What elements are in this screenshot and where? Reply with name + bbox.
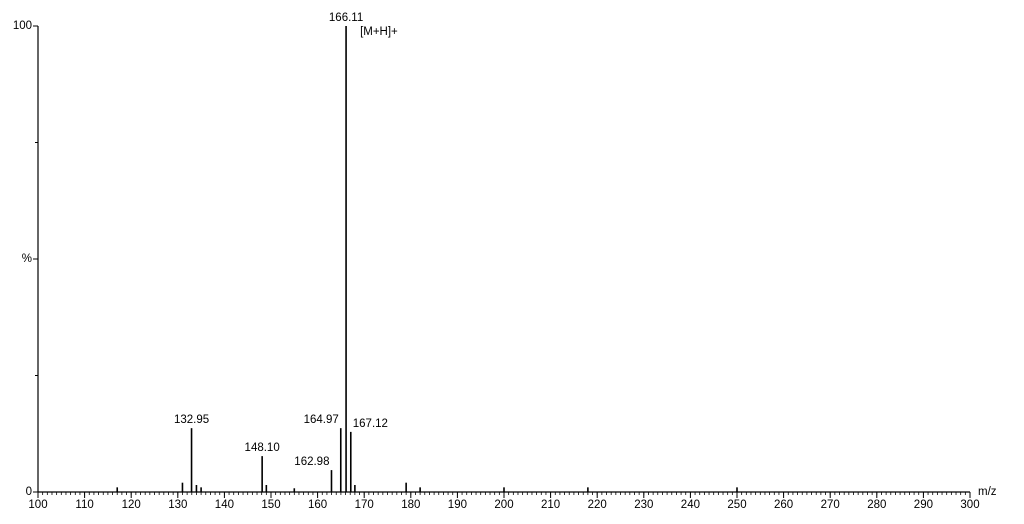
x-tick-label: 150 [261, 499, 280, 511]
x-axis-label: m/z [978, 486, 997, 498]
x-tick-label: 130 [168, 499, 187, 511]
y-tick-label: 0 [26, 486, 32, 498]
x-tick-label: 260 [774, 499, 793, 511]
x-tick-label: 240 [681, 499, 700, 511]
x-tick-label: 290 [914, 499, 933, 511]
x-tick-label: 120 [122, 499, 141, 511]
peak-label: 164.97 [304, 414, 339, 426]
peak-label: 148.10 [245, 442, 280, 454]
x-tick-label: 180 [401, 499, 420, 511]
x-tick-label: 190 [448, 499, 467, 511]
x-tick-label: 230 [634, 499, 653, 511]
x-tick-label: 140 [215, 499, 234, 511]
x-tick-label: 270 [821, 499, 840, 511]
x-tick-label: 200 [494, 499, 513, 511]
y-tick-label: % [22, 253, 32, 265]
x-tick-label: 170 [355, 499, 374, 511]
x-tick-label: 300 [960, 499, 979, 511]
x-tick-label: 210 [541, 499, 560, 511]
x-tick-label: 250 [727, 499, 746, 511]
y-tick-label: 100 [13, 20, 32, 32]
peak-label: 167.12 [353, 418, 388, 430]
x-tick-label: 280 [867, 499, 886, 511]
x-tick-label: 160 [308, 499, 327, 511]
x-tick-label: 110 [75, 499, 93, 511]
x-tick-label: 100 [28, 499, 47, 511]
annotation: [M+H]+ [360, 26, 398, 38]
peak-label: 132.95 [174, 414, 209, 426]
peak-label: 162.98 [294, 456, 329, 468]
peak-label: 166.11 [329, 12, 363, 24]
x-tick-label: 220 [588, 499, 607, 511]
